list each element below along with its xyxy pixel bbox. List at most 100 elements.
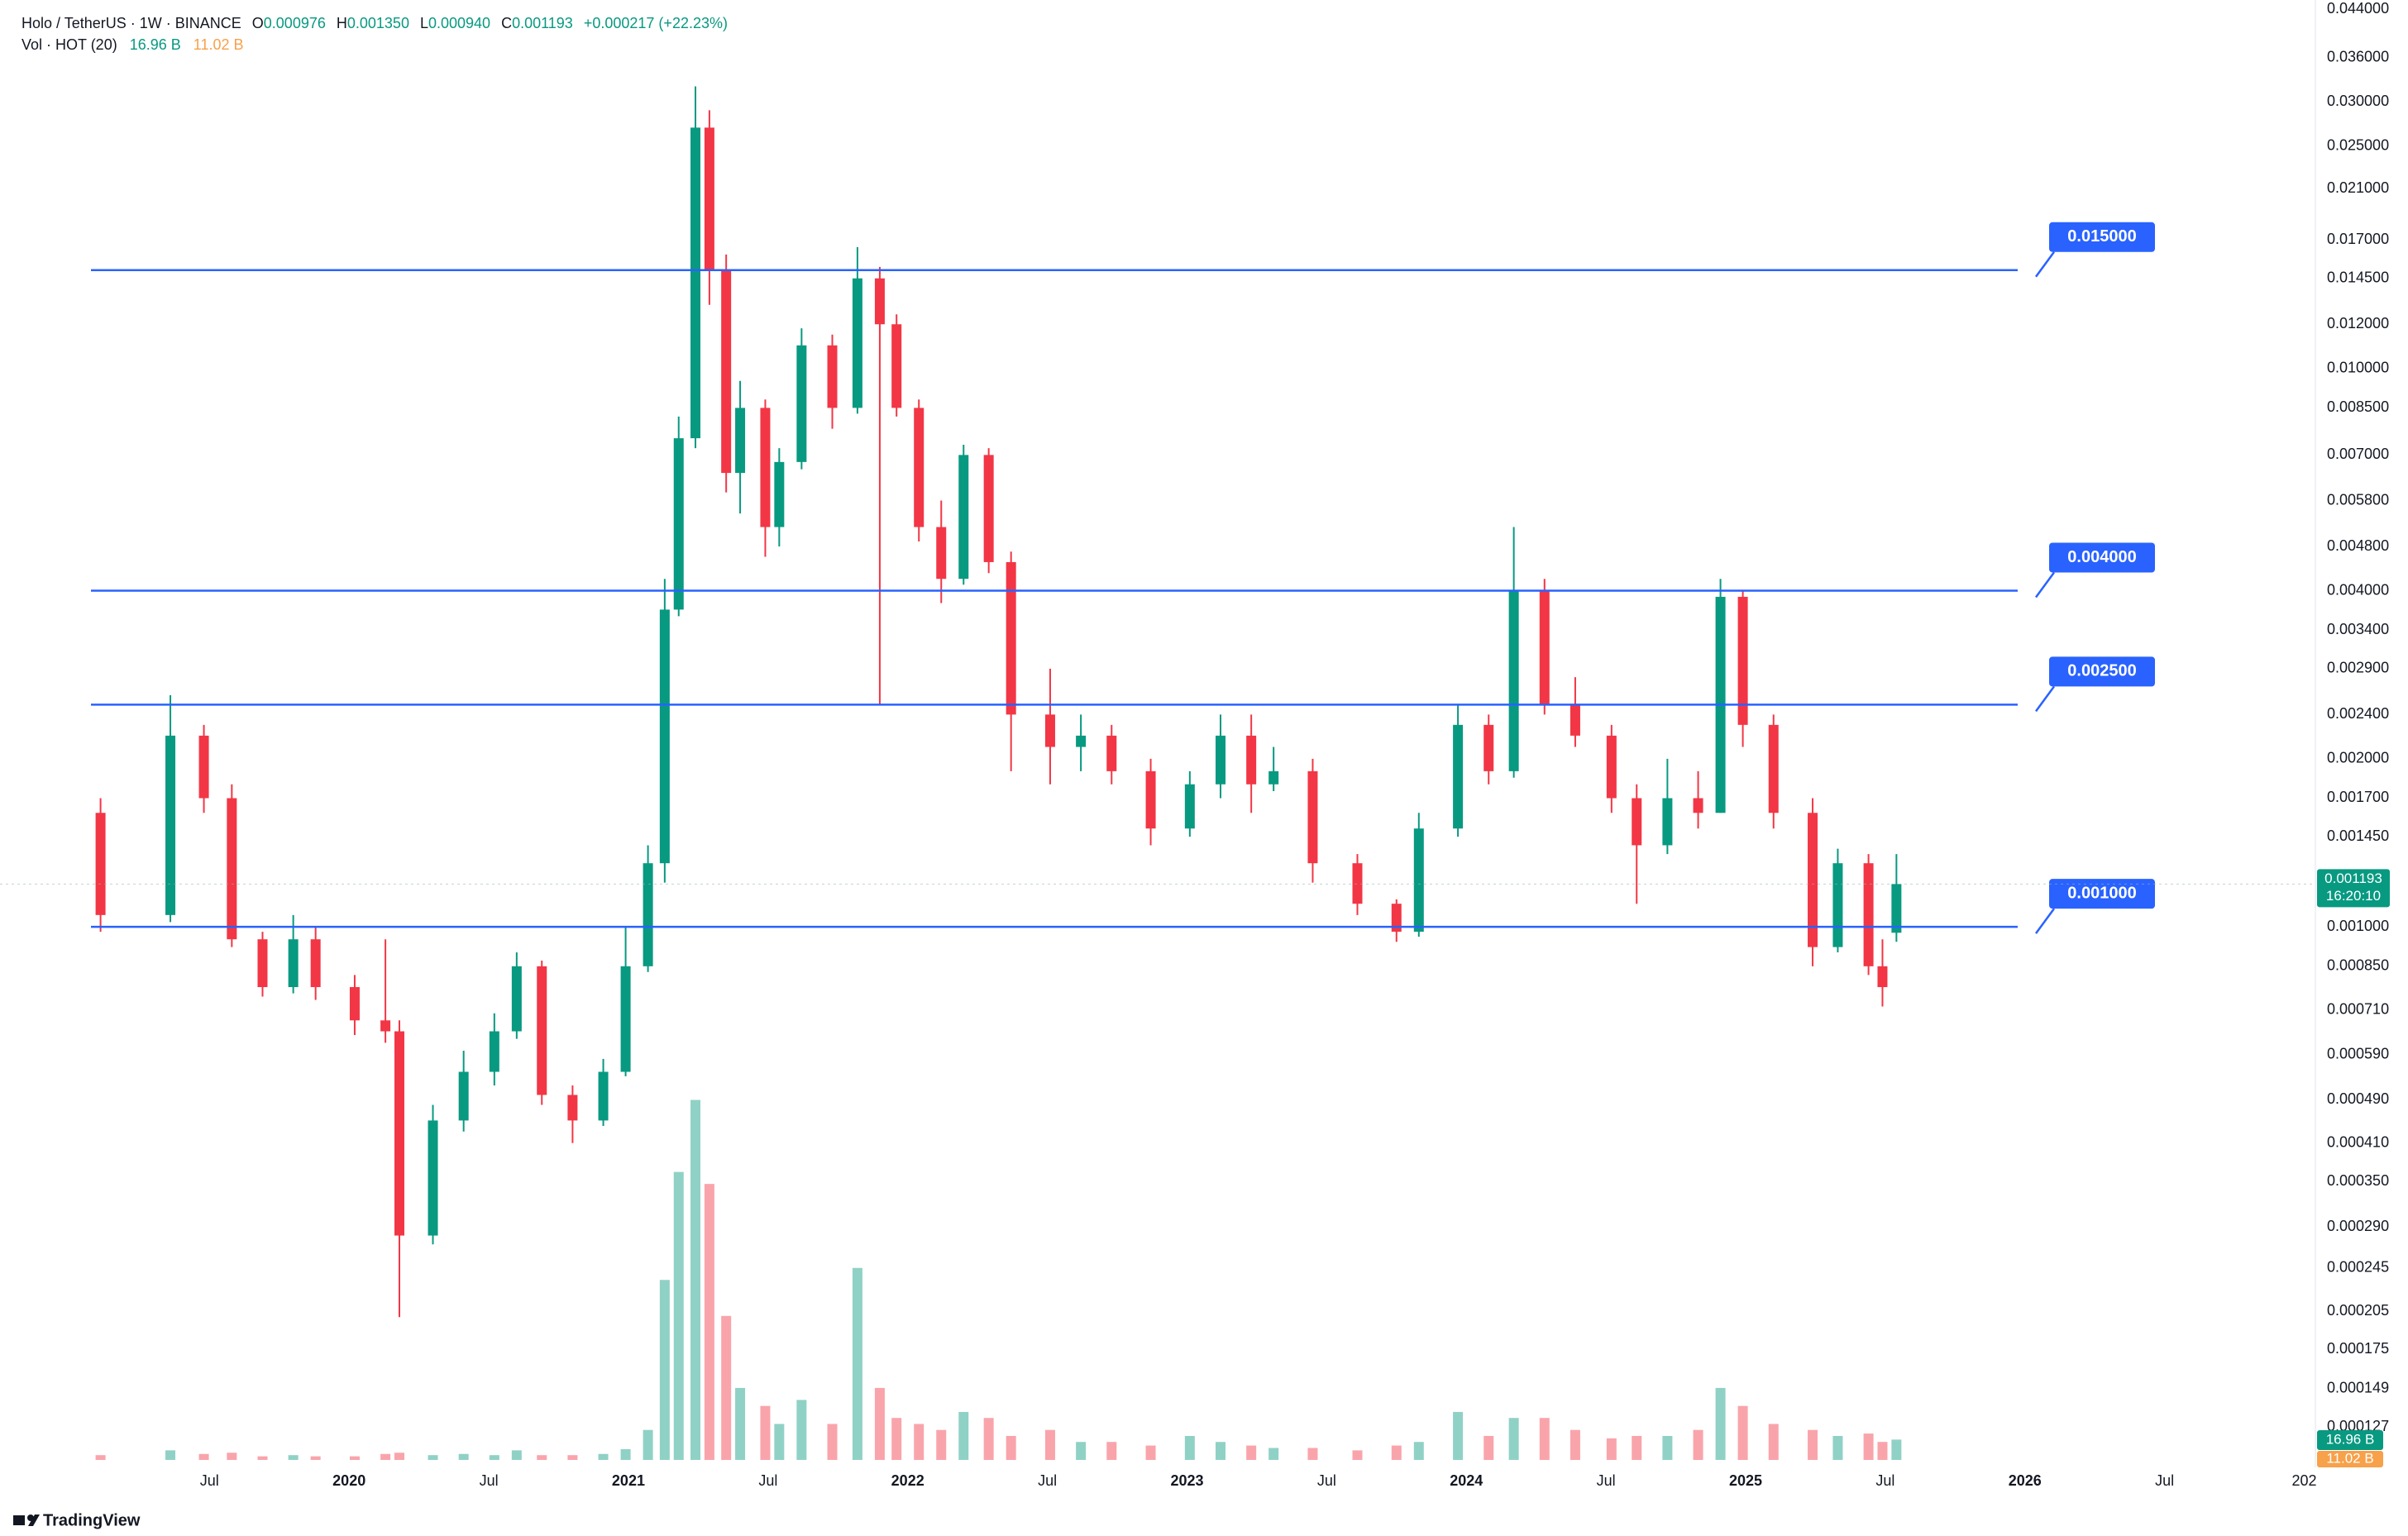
volume-bar [796,1400,807,1460]
y-tick-label: 0.002400 [2327,705,2389,722]
volume-bar [1006,1435,1016,1460]
candle-body [796,345,807,462]
candle-body [598,1071,609,1121]
candle-body [1737,596,1748,725]
label-pointer [2034,908,2056,934]
y-tick-label: 0.005800 [2327,491,2389,508]
y-tick-label: 0.001700 [2327,789,2389,805]
volume-bar [349,1456,360,1460]
volume-bar [1044,1429,1055,1460]
volume-bar [257,1456,268,1460]
level-label-box [2049,879,2155,909]
volume-bar [1268,1448,1279,1460]
volume-bar [1877,1442,1888,1460]
legend-value: 0.000940 [428,15,490,31]
y-tick-label: 0.002900 [2327,660,2389,676]
y-tick-label: 0.021000 [2327,179,2389,196]
candle-body [774,461,785,527]
level-label: 0.015000 [2067,227,2136,246]
candle-body [1693,798,1703,813]
candle-body [1808,813,1818,947]
candle-body [227,798,237,940]
volume-bar [1768,1424,1779,1460]
x-tick-label: 202 [2291,1472,2316,1489]
candle-body [288,939,299,988]
legend-value: 0.001193 [512,15,573,31]
candle-body [1539,590,1550,705]
volume-bar [1484,1435,1494,1460]
volume-bar [1145,1445,1156,1460]
volume-bar [1391,1445,1402,1460]
y-tick-label: 0.003400 [2327,621,2389,637]
candle-body [1662,798,1673,846]
volume-bar [1891,1439,1902,1460]
candle-body [1145,770,1156,829]
legend-key: L [420,15,428,31]
logo-shape [28,1515,40,1526]
volume-bar [936,1429,947,1460]
volume-bar [1453,1411,1464,1460]
x-tick-label: 2022 [891,1472,924,1489]
candle-body [1863,863,1874,966]
volume-bar [165,1450,176,1460]
x-tick-label: Jul [1038,1472,1057,1489]
candle-body [511,966,522,1032]
candle-body [458,1071,469,1121]
candle-body [735,408,746,474]
y-tick-label: 0.000490 [2327,1090,2389,1107]
candle-body [1215,735,1226,785]
candle-body [1508,590,1519,771]
candle-body [537,966,547,1095]
volume-value: 16.96 B [130,36,181,53]
y-tick-label: 0.004800 [2327,537,2389,554]
volume-bar [1693,1429,1703,1460]
volume-bar [227,1453,237,1460]
x-tick-label: 2026 [2009,1472,2042,1489]
candle-body [1006,561,1016,715]
candle-body [1391,904,1402,933]
x-tick-label: 2023 [1170,1472,1203,1489]
legend-ohlc: Holo / TetherUS · 1W · BINANCE O0.000976… [22,15,728,31]
brand: TradingView [43,1511,141,1529]
candle-body [1632,798,1642,846]
candle-body [1106,735,1117,771]
volume-bar [1215,1442,1226,1460]
candle-body [1891,884,1902,933]
volume-label-box [2317,1430,2383,1450]
label-pointer [2034,685,2056,713]
y-tick-label: 0.001000 [2327,918,2389,934]
x-tick-label: Jul [2155,1472,2174,1489]
volume-bar [827,1424,838,1460]
y-tick-label: 0.000850 [2327,957,2389,974]
y-tick-label: 0.000149 [2327,1379,2389,1395]
volume-bar [1539,1418,1550,1460]
volume-bar [1737,1405,1748,1460]
y-tick-label: 0.000290 [2327,1218,2389,1234]
candle-body [198,735,209,799]
y-tick-label: 0.010000 [2327,359,2389,375]
candle-body [958,455,969,580]
volume-bar [1508,1418,1519,1460]
volume-bar [1184,1435,1195,1460]
legend-key: H [337,15,347,31]
candle-body [380,1020,391,1032]
candle-body [1570,704,1580,736]
y-tick-label: 0.001450 [2327,828,2389,844]
volume-bar [1307,1448,1318,1460]
level-label: 0.004000 [2067,548,2136,566]
legend-value: 0.000976 [264,15,326,31]
volume-bar [1106,1442,1117,1460]
y-tick-label: 0.000205 [2327,1302,2389,1319]
candle-body [690,127,701,439]
candle-body [643,863,653,966]
candle-body [1606,735,1617,799]
volume-bar [643,1429,653,1460]
volume-bar [288,1455,299,1460]
candle-body [620,966,631,1072]
y-tick-label: 0.000350 [2327,1172,2389,1189]
legend-key: O [252,15,264,31]
candle-body [1184,784,1195,829]
volume-bar [1076,1442,1087,1460]
candle-body [891,324,902,408]
